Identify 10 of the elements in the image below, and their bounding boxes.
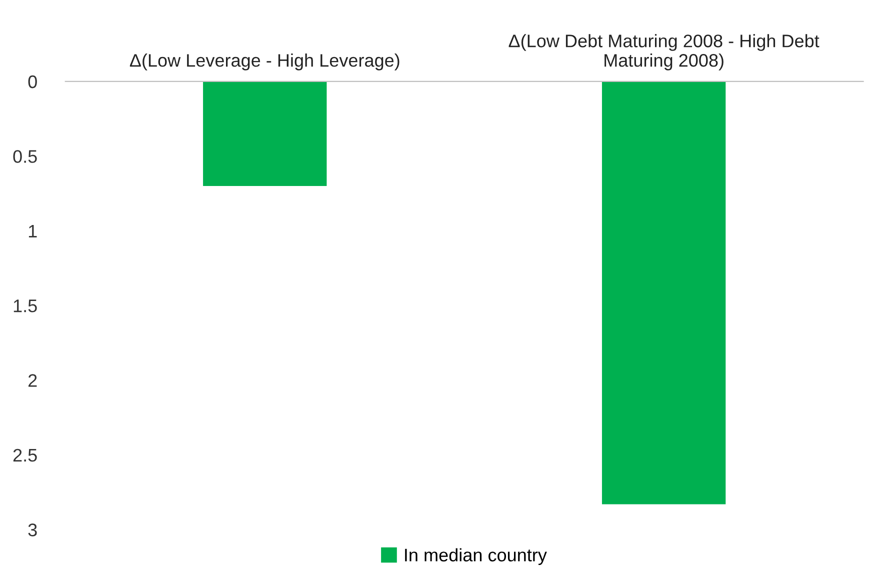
x-tick-label: Δ(Low Debt Maturing 2008 - High Debt Maturing 2008) [508,34,820,70]
y-tick-label: 3 [28,524,37,536]
legend-label: In median country [405,548,547,566]
y-tick-label: 1.5 [14,300,37,312]
y-tick-label: 1 [28,224,37,238]
y-tick-label: 2 [28,374,37,387]
y-tick-label: 0 [28,75,37,88]
y-tick-label: 0.5 [13,150,37,163]
y-tick-label: 2.5 [13,448,37,462]
x-tick-label: Δ(Low Leverage - High Leverage) [130,54,400,70]
